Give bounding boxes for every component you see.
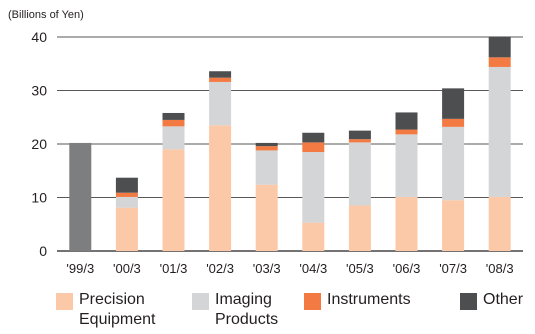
bar-segment-2 (255, 146, 278, 151)
legend-item: Instruments (304, 290, 411, 310)
bar-segment-0 (209, 125, 232, 251)
bar-segment-2 (162, 119, 185, 127)
bar-segment-2 (348, 139, 371, 143)
bar-segment-0 (255, 184, 278, 251)
bar-segment-3 (348, 130, 371, 140)
legend-swatch (192, 293, 209, 310)
bar-segment-3 (395, 112, 418, 130)
bar-segment-2 (442, 118, 465, 127)
x-tick-label: '99/3 (66, 261, 94, 276)
bar-segment-1 (395, 134, 418, 197)
bar-segment-0 (115, 207, 138, 251)
y-tick-label: 30 (31, 83, 47, 99)
legend: Precision Equipment Imaging Products Instr… (0, 290, 535, 334)
bar-segment-0 (348, 205, 371, 251)
x-tick-label: '01/3 (160, 261, 188, 276)
bars (69, 36, 511, 251)
stacked-bar-chart: (Billions of Yen) 0 10 20 30 40 '99/3 '00/3 '0… (8, 9, 523, 276)
x-tick-label: '06/3 (393, 261, 421, 276)
legend-label: Instruments (327, 291, 411, 308)
bar-segment-0 (162, 149, 185, 251)
bar-segment-3 (488, 36, 511, 58)
legend-swatch (304, 293, 321, 310)
legend-label: Precision Equipment (79, 291, 156, 328)
y-tick-label: 10 (31, 190, 47, 206)
y-tick-label: 40 (31, 29, 47, 45)
bar-segment-1 (488, 66, 511, 197)
bar-segment-1 (302, 152, 325, 223)
bar-segment-3 (302, 132, 325, 143)
x-tick-label: '00/3 (113, 261, 141, 276)
bar-segment-3 (442, 88, 465, 119)
legend-label: Imaging Products (215, 291, 279, 328)
bar-segment-1 (162, 126, 185, 150)
y-axis: 0 10 20 30 40 (31, 29, 47, 259)
bar-segment-1 (442, 126, 465, 201)
x-tick-label: '03/3 (253, 261, 281, 276)
x-axis: '99/3 '00/3 '01/3 '02/3 '03/3 '04/3 '05/3 '06/3… (66, 261, 513, 276)
legend-item: Imaging Products (192, 290, 278, 330)
legend-swatch (460, 293, 477, 310)
bar-total (69, 142, 92, 251)
bar-segment-2 (115, 192, 138, 197)
x-tick-label: '08/3 (486, 261, 514, 276)
bar-segment-3 (209, 71, 232, 78)
y-tick-label: 0 (39, 243, 47, 259)
bar-segment-0 (488, 196, 511, 251)
legend-swatch (56, 293, 73, 310)
bar-segment-0 (302, 222, 325, 251)
legend-item: Other (460, 290, 523, 310)
bar-segment-1 (255, 150, 278, 185)
bar-segment-3 (115, 177, 138, 193)
bar-segment-1 (115, 196, 138, 208)
bar-segment-0 (395, 196, 418, 251)
legend-label: Other (483, 291, 524, 308)
bar-segment-2 (302, 142, 325, 153)
x-tick-label: '04/3 (299, 261, 327, 276)
bar-segment-2 (488, 57, 511, 67)
unit-label: (Billions of Yen) (8, 9, 84, 21)
bar-segment-2 (395, 129, 418, 135)
legend-item: Precision Equipment (56, 290, 156, 330)
bar-segment-3 (162, 112, 185, 120)
x-tick-label: '02/3 (206, 261, 234, 276)
bar-segment-1 (209, 81, 232, 126)
x-tick-label: '07/3 (439, 261, 467, 276)
bar-segment-3 (255, 142, 278, 147)
x-tick-label: '05/3 (346, 261, 374, 276)
y-tick-label: 20 (31, 136, 47, 152)
bar-segment-2 (209, 77, 232, 82)
bar-segment-1 (348, 142, 371, 206)
bar-segment-0 (442, 200, 465, 251)
